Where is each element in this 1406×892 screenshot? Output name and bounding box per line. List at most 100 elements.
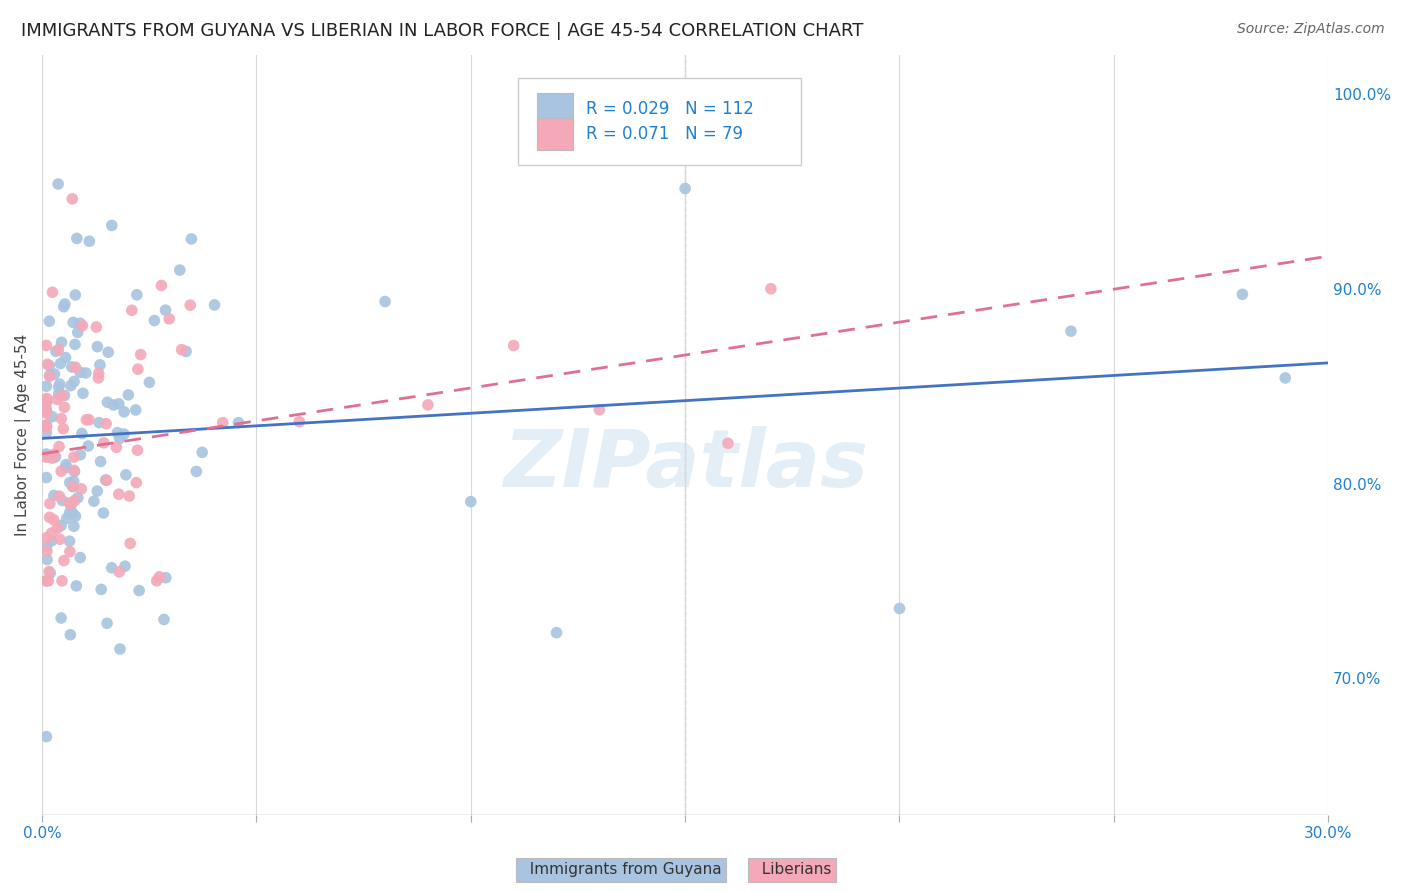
Point — [35, 392, 58, 406]
Point — [66, 231, 89, 245]
Point — [51, 574, 73, 588]
Text: Immigrants from Guyana: Immigrants from Guyana — [520, 863, 721, 877]
Point — [759, 282, 782, 296]
Point — [59, 378, 82, 392]
Point — [90, 454, 112, 468]
Point — [86, 340, 108, 354]
Text: R = 0.029   N = 112: R = 0.029 N = 112 — [586, 100, 754, 118]
Point — [35, 470, 58, 484]
Point — [35, 425, 58, 440]
Point — [204, 298, 226, 312]
Point — [63, 465, 86, 479]
Point — [51, 388, 73, 402]
Point — [89, 358, 111, 372]
Point — [87, 416, 110, 430]
Point — [69, 550, 91, 565]
Point — [53, 297, 76, 311]
Point — [546, 625, 568, 640]
Text: ZIPatlas: ZIPatlas — [502, 426, 868, 504]
Point — [35, 730, 58, 744]
Point — [46, 521, 69, 535]
Point — [60, 359, 83, 374]
Point — [42, 489, 65, 503]
Point — [502, 338, 524, 352]
Point — [69, 365, 91, 379]
Point — [35, 544, 58, 558]
Point — [65, 509, 87, 524]
Point — [105, 441, 128, 455]
Point — [150, 278, 173, 293]
Point — [143, 313, 166, 327]
Point — [86, 320, 108, 334]
Point — [93, 435, 115, 450]
Point — [127, 443, 149, 458]
Text: IMMIGRANTS FROM GUYANA VS LIBERIAN IN LABOR FORCE | AGE 45-54 CORRELATION CHART: IMMIGRANTS FROM GUYANA VS LIBERIAN IN LA… — [21, 22, 863, 40]
Point — [186, 465, 208, 479]
Point — [673, 181, 696, 195]
Point — [63, 375, 86, 389]
Point — [416, 398, 439, 412]
Point — [108, 565, 131, 579]
Point — [1274, 371, 1296, 385]
Point — [94, 417, 117, 431]
Point — [52, 422, 75, 436]
Point — [35, 404, 58, 418]
Point — [169, 263, 191, 277]
Y-axis label: In Labor Force | Age 45-54: In Labor Force | Age 45-54 — [15, 334, 31, 536]
Point — [51, 411, 73, 425]
Point — [118, 489, 141, 503]
Point — [170, 343, 193, 357]
Point — [211, 416, 233, 430]
Point — [51, 335, 73, 350]
Point — [70, 482, 93, 496]
Point — [45, 344, 67, 359]
Point — [37, 357, 59, 371]
Point — [59, 499, 82, 513]
Point — [107, 425, 129, 440]
Point — [90, 582, 112, 597]
FancyBboxPatch shape — [517, 78, 801, 165]
FancyBboxPatch shape — [537, 93, 574, 125]
Point — [58, 534, 80, 549]
Point — [66, 491, 89, 505]
Point — [588, 402, 610, 417]
Point — [35, 540, 58, 554]
Point — [145, 574, 167, 588]
Point — [55, 460, 77, 475]
Point — [460, 494, 482, 508]
Point — [62, 479, 84, 493]
Point — [63, 450, 86, 464]
Point — [58, 496, 80, 510]
Point — [65, 360, 87, 375]
Point — [35, 417, 58, 432]
Point — [108, 397, 131, 411]
Point — [125, 403, 148, 417]
Point — [35, 531, 58, 545]
Point — [75, 413, 97, 427]
Point — [48, 532, 70, 546]
Point — [48, 386, 70, 401]
Point — [49, 464, 72, 478]
Point — [62, 315, 84, 329]
Point — [72, 386, 94, 401]
Point — [59, 628, 82, 642]
Point — [35, 574, 58, 588]
Point — [38, 368, 60, 383]
Point — [41, 533, 63, 548]
Point — [69, 316, 91, 330]
Point — [69, 448, 91, 462]
Point — [374, 294, 396, 309]
Point — [48, 440, 70, 454]
Point — [114, 559, 136, 574]
Point — [59, 506, 82, 520]
Point — [37, 574, 59, 588]
Point — [191, 445, 214, 459]
Point — [41, 526, 63, 541]
Point — [86, 484, 108, 499]
Point — [107, 487, 129, 501]
Point — [100, 219, 122, 233]
Point — [108, 432, 131, 446]
Point — [228, 416, 250, 430]
Point — [51, 493, 73, 508]
FancyBboxPatch shape — [537, 118, 574, 150]
